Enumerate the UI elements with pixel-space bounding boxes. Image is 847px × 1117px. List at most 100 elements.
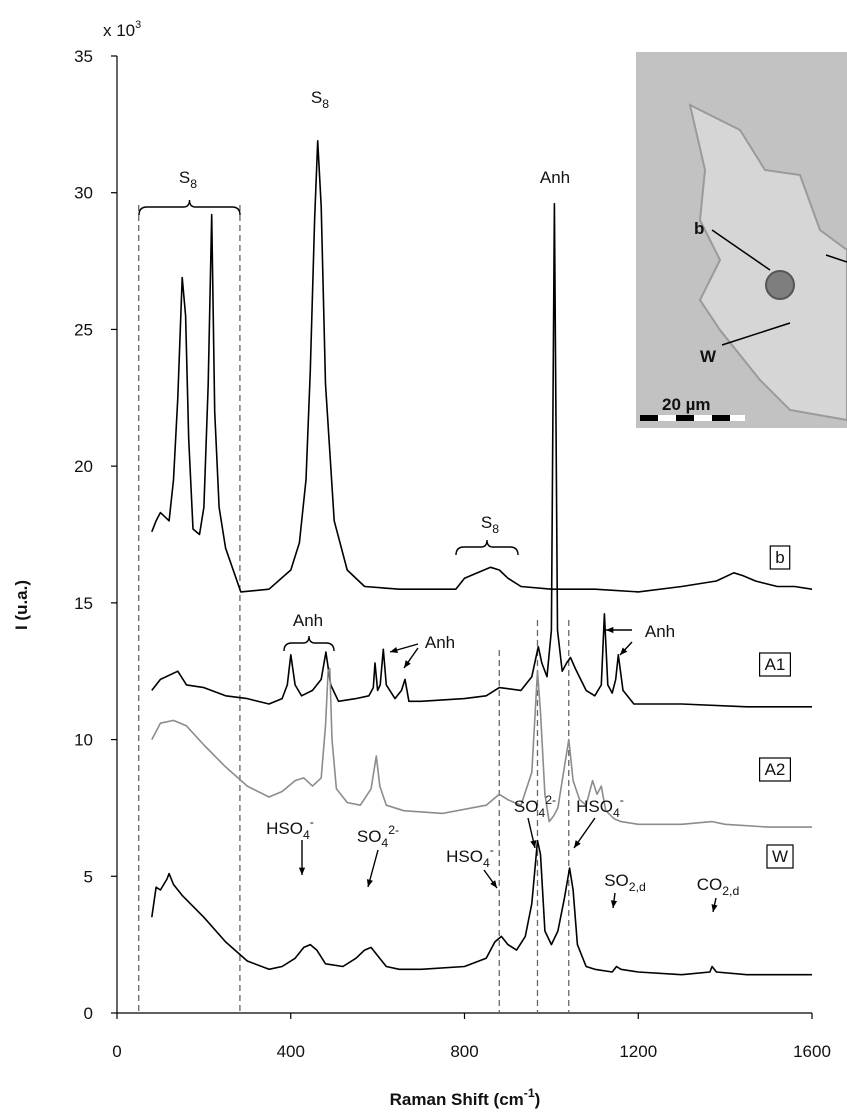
arrow-head: [574, 840, 581, 848]
annotation-sub: 2,d: [722, 884, 739, 898]
inset-label: W: [700, 347, 717, 366]
annotation-part: Anh: [645, 622, 675, 641]
annotation-part: S: [179, 168, 190, 187]
bracket: [283, 635, 335, 652]
arrow-head: [610, 900, 618, 908]
annotation-part: SO: [357, 827, 382, 846]
bracket: [455, 539, 519, 556]
annotation-sup: 2-: [388, 823, 399, 837]
annotation-sub: 4: [613, 806, 620, 820]
y-multiplier-part: x 10: [103, 21, 135, 40]
y-multiplier-sup: 3: [135, 19, 141, 31]
y-tick-label: 20: [74, 457, 93, 476]
y-tick-label: 0: [84, 1004, 93, 1023]
arrow-head: [490, 880, 497, 888]
scale-bar: [712, 415, 730, 421]
annotation: SO2,d: [604, 871, 646, 894]
scale-bar: [676, 415, 694, 421]
y-tick-label: 10: [74, 731, 93, 750]
arrow-head: [530, 840, 537, 848]
annotation-sub: 2,d: [629, 880, 646, 894]
series-label: A1: [765, 655, 786, 674]
annotation-sup: -: [620, 793, 624, 807]
bracket: [138, 199, 241, 216]
y-axis-label: I (u.a.): [12, 580, 31, 630]
spectrum-line: [151, 839, 812, 976]
spectrum-line: [151, 202, 812, 708]
series-label: A2: [765, 760, 786, 779]
inset-crystal: [688, 103, 847, 422]
annotation: S8: [311, 88, 329, 111]
annotation-sup: -: [310, 815, 314, 829]
annotation: SO42-: [514, 793, 556, 820]
y-tick-label: 25: [74, 320, 93, 339]
arrow-head: [606, 626, 614, 634]
inset-photo: b W 20 µm: [636, 52, 847, 428]
annotation-sup: -: [490, 843, 494, 857]
x-axis-label-part: ): [535, 1090, 541, 1109]
inset-arrow: [721, 322, 791, 346]
annotation: Anh: [293, 611, 323, 630]
arrow-head: [390, 646, 398, 653]
annotation-part: SO: [604, 871, 629, 890]
annotation: SO42-: [357, 823, 399, 850]
scale-bar-label: 20 µm: [662, 395, 711, 414]
arrow-head: [711, 904, 718, 912]
series-label-box: [759, 652, 791, 677]
annotation-sub: 4: [538, 806, 545, 820]
x-tick-label: 400: [277, 1042, 305, 1061]
annotation-sub: 8: [322, 97, 329, 111]
inset-arrow: [825, 254, 847, 263]
annotation: HSO4-: [576, 793, 624, 820]
y-tick-label: 15: [74, 594, 93, 613]
y-multiplier: x 103: [103, 19, 141, 40]
annotation: S8: [179, 168, 197, 191]
arrow-head: [620, 647, 628, 655]
annotation-part: S: [311, 88, 322, 107]
annotation: CO2,d: [697, 875, 740, 898]
annotation: Anh: [645, 622, 675, 641]
y-tick-label: 30: [74, 184, 93, 203]
annotation-sub: 8: [190, 177, 197, 191]
spectrum-line: [151, 667, 812, 828]
annotation-part: HSO: [266, 819, 303, 838]
annotation-part: HSO: [576, 797, 613, 816]
inset-bubble: [765, 270, 795, 300]
annotation-sub: 4: [303, 828, 310, 842]
annotation-sub: 8: [492, 522, 499, 536]
series-label-box: [759, 757, 791, 782]
x-tick-label: 0: [112, 1042, 121, 1061]
y-tick-label: 5: [84, 867, 93, 886]
annotation: Anh: [425, 633, 455, 652]
annotation-part: CO: [697, 875, 723, 894]
annotation: Anh: [540, 168, 570, 187]
series-label: b: [775, 548, 784, 567]
annotation: HSO4-: [266, 815, 314, 842]
inset-label: b: [694, 219, 704, 238]
series-label: W: [772, 847, 788, 866]
annotation-sub: 4: [381, 836, 388, 850]
annotation-sup: 2-: [545, 793, 556, 807]
spectrum-line: [151, 140, 813, 593]
arrow-head: [404, 660, 411, 668]
x-axis-label-part: Raman Shift (cm: [390, 1090, 524, 1109]
annotation-part: Anh: [540, 168, 570, 187]
annotation-part: SO: [514, 797, 539, 816]
scale-bar: [640, 415, 658, 421]
annotation: S8: [481, 513, 499, 536]
arrow-head: [298, 867, 306, 875]
annotation: HSO4-: [446, 843, 494, 870]
inset-arrow: [711, 229, 771, 271]
x-tick-label: 1600: [793, 1042, 831, 1061]
annotation-part: HSO: [446, 847, 483, 866]
x-tick-label: 800: [450, 1042, 478, 1061]
series-label-box: [769, 545, 791, 570]
arrow-head: [366, 879, 373, 887]
annotation-sub: 4: [483, 856, 490, 870]
annotation-part: S: [481, 513, 492, 532]
x-axis-label-sup: -1: [524, 1086, 535, 1100]
annotation-part: Anh: [425, 633, 455, 652]
series-label-box: [766, 844, 794, 869]
y-tick-label: 35: [74, 47, 93, 66]
